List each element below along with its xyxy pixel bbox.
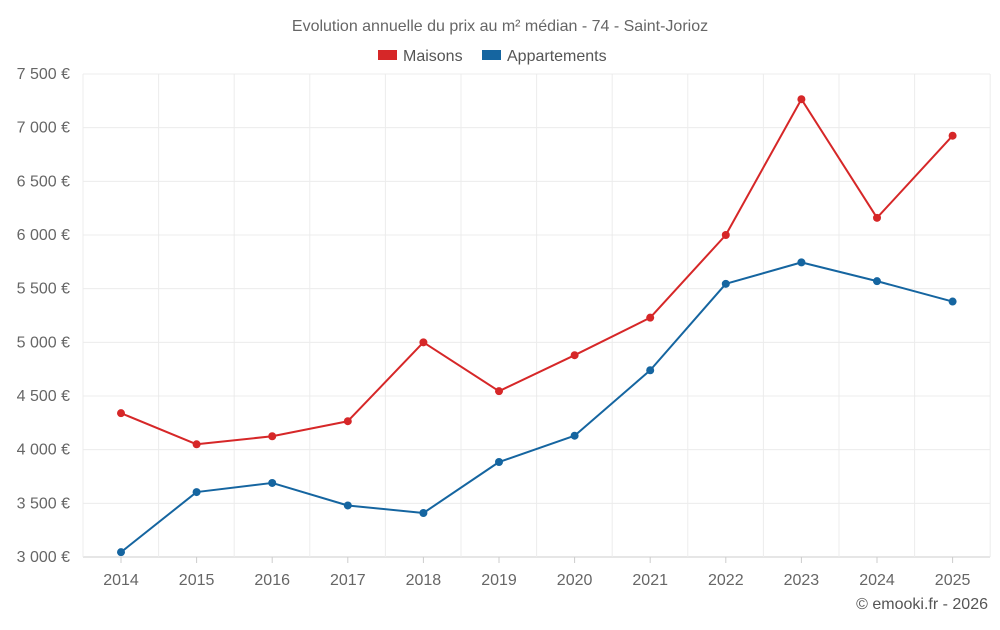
x-tick-label: 2025 [935,572,971,589]
data-point[interactable] [873,277,881,286]
y-tick-label: 6 000 € [17,227,70,244]
credit-text: © emooki.fr - 2026 [856,596,988,613]
series-appartements [117,258,957,557]
y-tick-label: 4 000 € [17,442,70,459]
data-point[interactable] [117,409,125,418]
data-point[interactable] [268,478,277,487]
series-maisons [117,95,957,449]
x-tick-label: 2014 [103,572,139,589]
data-point[interactable] [343,501,352,510]
data-point[interactable] [192,440,201,449]
y-tick-label: 5 500 € [17,281,70,298]
series-line [120,261,953,553]
y-axis-ticks: 3 000 € 3 500 € 4 000 € 4 500 € 5 000 € 5 500… [17,66,70,566]
legend-label: Maisons [403,48,463,65]
data-point[interactable] [721,279,730,288]
legend-label: Appartements [507,48,607,65]
series-group [117,95,957,557]
data-point[interactable] [873,213,881,222]
data-point[interactable] [117,548,125,557]
data-point[interactable] [797,258,806,267]
y-tick-label: 5 000 € [17,334,70,351]
x-tick-label: 2022 [708,572,744,589]
legend-swatch [482,50,501,60]
legend-item-maisons[interactable]: Maisons [378,48,463,65]
chart-title: Evolution annuelle du prix au m² médian … [292,18,708,35]
data-point[interactable] [646,313,655,322]
data-point[interactable] [419,508,428,517]
data-point[interactable] [721,231,730,239]
data-point[interactable] [797,95,806,104]
x-tick-label: 2021 [632,572,668,589]
x-tick-label: 2017 [330,572,366,589]
data-point[interactable] [948,131,957,140]
x-tick-label: 2016 [254,572,290,589]
data-point[interactable] [570,431,579,440]
data-point[interactable] [948,297,957,306]
x-tick-label: 2019 [481,572,517,589]
x-tick-label: 2023 [784,572,820,589]
data-point[interactable] [495,458,503,467]
data-point[interactable] [646,366,655,375]
legend-swatch [378,50,397,60]
x-axis-ticks: 2014 2015 2016 2017 2018 2019 2020 2021 2022 2023… [103,557,970,589]
x-tick-label: 2015 [179,572,215,589]
y-tick-label: 3 000 € [17,549,70,566]
data-point[interactable] [495,387,503,396]
data-point[interactable] [419,338,428,347]
series-line [120,98,954,446]
y-tick-label: 3 500 € [17,495,70,512]
data-point[interactable] [192,488,201,497]
legend-item-appartements[interactable]: Appartements [482,48,607,65]
y-tick-label: 6 500 € [17,173,70,190]
y-tick-label: 7 500 € [17,66,70,83]
y-tick-label: 7 000 € [17,120,70,137]
data-point[interactable] [343,417,352,426]
y-tick-label: 4 500 € [17,388,70,405]
data-point[interactable] [268,432,277,441]
legend[interactable]: Maisons Appartements [378,48,607,65]
x-tick-label: 2020 [557,572,593,589]
x-tick-label: 2018 [406,572,442,589]
x-tick-label: 2024 [859,572,895,589]
data-point[interactable] [570,351,579,360]
grid-lines [82,73,991,558]
